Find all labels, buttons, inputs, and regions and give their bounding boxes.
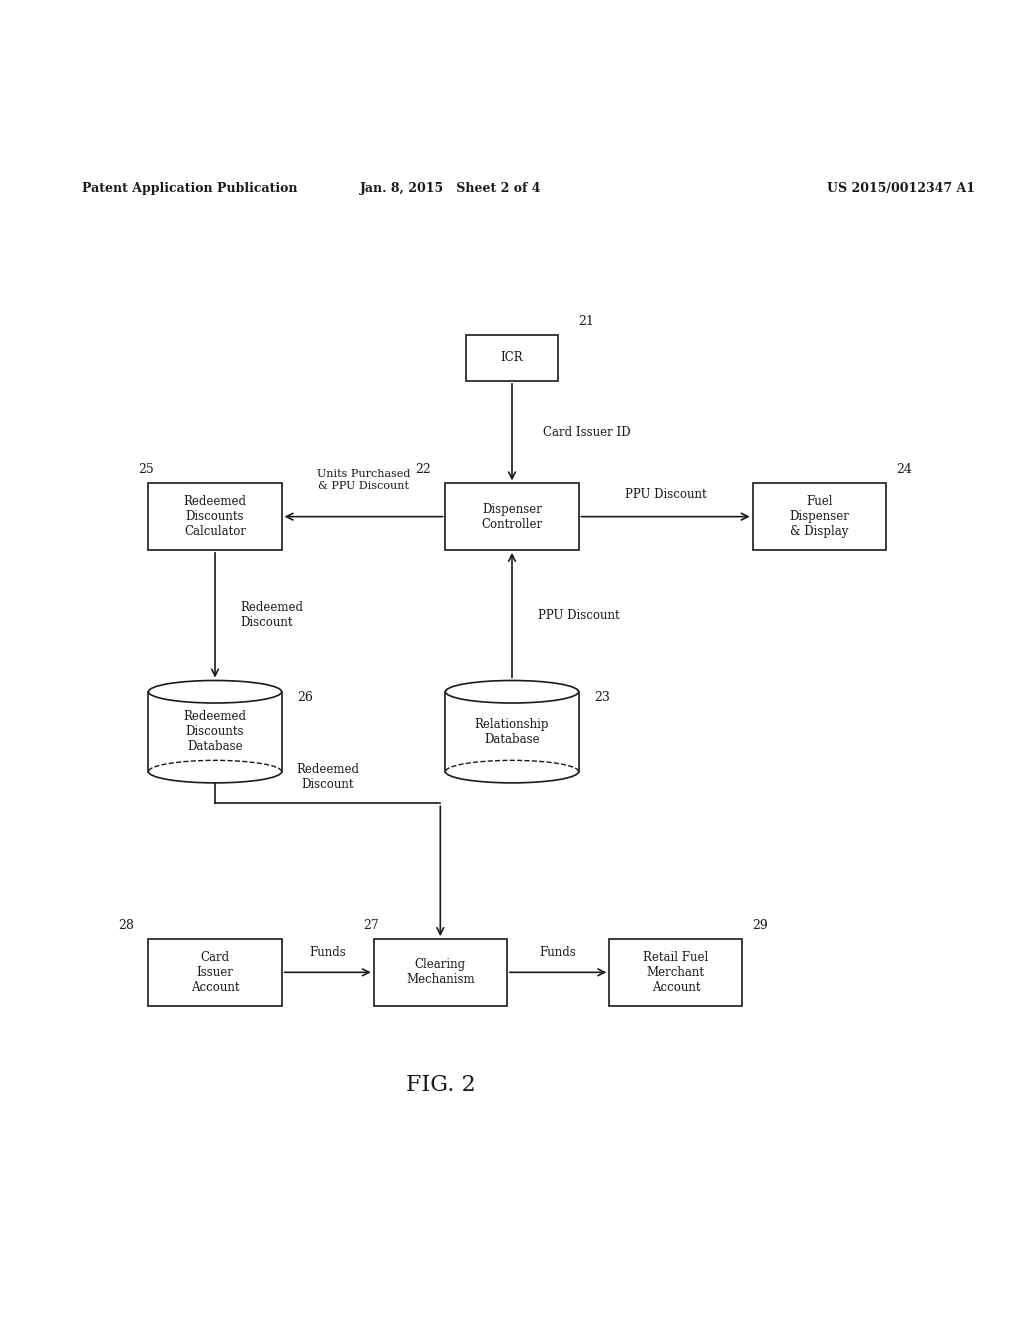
- Text: 22: 22: [415, 463, 430, 477]
- Text: 25: 25: [138, 463, 154, 477]
- FancyBboxPatch shape: [466, 335, 558, 381]
- Text: PPU Discount: PPU Discount: [625, 488, 707, 502]
- Text: Clearing
Mechanism: Clearing Mechanism: [406, 958, 475, 986]
- Bar: [445, 692, 579, 772]
- Text: Retail Fuel
Merchant
Account: Retail Fuel Merchant Account: [643, 950, 709, 994]
- FancyBboxPatch shape: [445, 483, 579, 550]
- Text: Card Issuer ID: Card Issuer ID: [543, 425, 631, 438]
- Text: Relationship
Database: Relationship Database: [475, 718, 549, 746]
- Text: Fuel
Dispenser
& Display: Fuel Dispenser & Display: [790, 495, 849, 539]
- Text: 24: 24: [896, 463, 912, 477]
- Text: Redeemed
Discount: Redeemed Discount: [241, 601, 304, 630]
- Text: 21: 21: [579, 314, 595, 327]
- Text: US 2015/0012347 A1: US 2015/0012347 A1: [827, 182, 975, 195]
- Text: Funds: Funds: [309, 946, 346, 960]
- Ellipse shape: [445, 681, 579, 704]
- Text: ICR: ICR: [501, 351, 523, 364]
- Text: Patent Application Publication: Patent Application Publication: [82, 182, 297, 195]
- Text: Jan. 8, 2015   Sheet 2 of 4: Jan. 8, 2015 Sheet 2 of 4: [359, 182, 542, 195]
- FancyBboxPatch shape: [609, 939, 742, 1006]
- Text: 29: 29: [753, 919, 768, 932]
- Text: 27: 27: [364, 919, 379, 932]
- FancyBboxPatch shape: [148, 939, 282, 1006]
- Text: Redeemed
Discount: Redeemed Discount: [296, 763, 359, 791]
- Text: Units Purchased
& PPU Discount: Units Purchased & PPU Discount: [316, 470, 411, 491]
- Bar: [148, 692, 282, 772]
- Text: 23: 23: [594, 690, 610, 704]
- Text: Redeemed
Discounts
Calculator: Redeemed Discounts Calculator: [183, 495, 247, 539]
- FancyBboxPatch shape: [374, 939, 507, 1006]
- FancyBboxPatch shape: [753, 483, 886, 550]
- FancyBboxPatch shape: [148, 483, 282, 550]
- Text: 28: 28: [118, 919, 134, 932]
- Text: PPU Discount: PPU Discount: [538, 609, 620, 622]
- Ellipse shape: [148, 681, 282, 704]
- Text: Card
Issuer
Account: Card Issuer Account: [190, 950, 240, 994]
- Text: 26: 26: [297, 690, 313, 704]
- Text: Funds: Funds: [540, 946, 577, 960]
- Text: FIG. 2: FIG. 2: [406, 1074, 475, 1096]
- Text: Dispenser
Controller: Dispenser Controller: [481, 503, 543, 531]
- Text: Redeemed
Discounts
Database: Redeemed Discounts Database: [183, 710, 247, 754]
